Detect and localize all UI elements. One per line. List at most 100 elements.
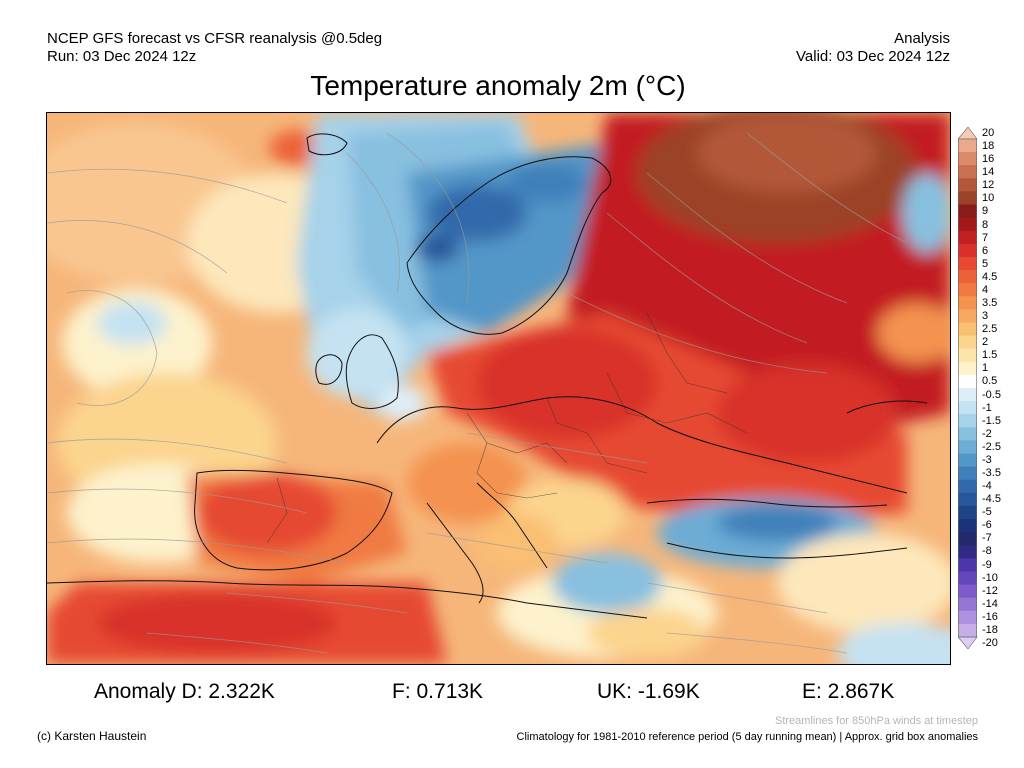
- colorbar-tick-label: -16: [982, 610, 998, 623]
- colorbar-tick-label: -12: [982, 584, 998, 597]
- colorbar-swatch: [958, 479, 977, 494]
- climatology-note: Climatology for 1981-2010 reference peri…: [516, 731, 978, 743]
- colorbar-tick-label: -14: [982, 597, 998, 610]
- valid-time: Valid: 03 Dec 2024 12z: [796, 48, 950, 65]
- colorbar-tick-label: 3: [982, 310, 989, 323]
- colorbar-swatch: [958, 466, 977, 481]
- colorbar-tick-label: 4: [982, 283, 989, 296]
- map-title: Temperature anomaly 2m (°C): [310, 70, 686, 101]
- colorbar-tick-label: 18: [982, 140, 995, 153]
- anomaly-shading: [47, 113, 950, 664]
- colorbar-bottom-tip: [958, 636, 978, 649]
- colorbar-swatch: [958, 243, 977, 258]
- colorbar-tick-label: -3.5: [982, 467, 1001, 479]
- colorbar-tick-label: 8: [982, 218, 989, 231]
- colorbar-swatch: [958, 427, 977, 441]
- colorbar-tick-label: 12: [982, 179, 995, 192]
- colorbar-tick-label: -0.5: [982, 388, 1001, 401]
- colorbar-tick-label: 9: [982, 205, 989, 218]
- colorbar-tick-label: -7: [982, 532, 992, 545]
- colorbar-border: [958, 138, 977, 638]
- coastlines: [47, 133, 928, 619]
- colorbar-tick-label: 6: [982, 244, 989, 257]
- colorbar-tick-label: -10: [982, 571, 998, 584]
- colorbar-swatch: [958, 309, 977, 323]
- colorbar-tick-label: -2: [982, 427, 992, 440]
- run-time: Run: 03 Dec 2024 12z: [47, 48, 197, 65]
- colorbar-swatch: [958, 453, 977, 468]
- colorbar-tick-label: -1: [982, 401, 992, 414]
- colorbar-tick-label: 20: [982, 127, 995, 139]
- colorbar-tick-label: 3.5: [982, 297, 998, 309]
- colorbar-swatch: [958, 519, 977, 533]
- anomaly-spain: E: 2.867K: [802, 680, 895, 703]
- colorbar-tick-label: -4: [982, 480, 992, 493]
- colorbar-swatch: [958, 165, 977, 179]
- wind-streamlines: [47, 132, 908, 654]
- colorbar-swatch: [958, 322, 977, 336]
- colorbar-tick-label: 0.5: [982, 375, 998, 388]
- colorbar-swatch: [958, 204, 977, 219]
- colorbar-swatch: [958, 623, 977, 638]
- colorbar-swatch: [958, 361, 977, 376]
- colorbar-swatch: [958, 256, 977, 271]
- colorbar-tick-label: 1: [982, 362, 989, 375]
- colorbar-tick-label: 5: [982, 257, 989, 270]
- colorbar-swatch: [958, 217, 977, 232]
- colorbar-tick-label: -4.5: [982, 493, 1001, 506]
- validity-info: Analysis Valid: 03 Dec 2024 12z: [796, 30, 950, 66]
- colorbar-swatch: [958, 597, 977, 612]
- copyright: (c) Karsten Haustein: [37, 729, 147, 743]
- model-run-info: NCEP GFS forecast vs CFSR reanalysis @0.…: [47, 30, 382, 66]
- colorbar-tick-label: -3: [982, 453, 992, 466]
- colorbar-tick-label: 2.5: [982, 323, 998, 336]
- colorbar-tick-label: -8: [982, 545, 992, 558]
- colorbar-swatch: [958, 139, 977, 153]
- colorbar-swatch: [958, 152, 977, 166]
- colorbar-swatch: [958, 558, 977, 572]
- colorbar-top-tip: [958, 127, 978, 140]
- colorbar-swatch: [958, 178, 977, 192]
- colorbar-swatch: [958, 492, 977, 507]
- colorbar-tick-label: 16: [982, 153, 995, 166]
- colorbar-swatch: [958, 571, 977, 585]
- colorbar-swatch: [958, 545, 977, 559]
- colorbar-swatch: [958, 270, 977, 284]
- colorbar-swatch: [958, 335, 977, 350]
- anomaly-germany: Anomaly D: 2.322K: [94, 680, 275, 703]
- colorbar-tick-label: -20: [982, 637, 998, 649]
- colorbar-swatch: [958, 414, 977, 428]
- streamlines-note: Streamlines for 850hPa winds at timestep: [775, 715, 978, 727]
- anomaly-map: [46, 112, 951, 665]
- colorbar-swatch: [958, 532, 977, 546]
- colorbar-swatch: [958, 440, 977, 454]
- anomaly-map-graphic: [47, 113, 950, 664]
- colorbar-swatch: [958, 230, 977, 245]
- colorbar-swatch: [958, 388, 977, 402]
- colorbar-tick-label: -5: [982, 506, 992, 519]
- colorbar-swatch: [958, 191, 977, 205]
- anomaly-uk: UK: -1.69K: [597, 680, 700, 703]
- colorbar-tick-label: 14: [982, 166, 995, 179]
- anomaly-france: F: 0.713K: [392, 680, 484, 703]
- colorbar-tick-label: -18: [982, 623, 998, 636]
- colorbar-tick-label: -9: [982, 558, 992, 571]
- colorbar-swatch: [958, 374, 977, 389]
- colorbar-tick-label: 10: [982, 192, 995, 205]
- colorbar-swatch: [958, 610, 977, 625]
- colorbar-tick-label: -2.5: [982, 440, 1001, 453]
- colorbar-swatch: [958, 283, 977, 297]
- colorbar-swatch: [958, 348, 977, 363]
- model-description: NCEP GFS forecast vs CFSR reanalysis @0.…: [47, 30, 383, 47]
- colorbar-swatch: [958, 505, 977, 520]
- colorbar-swatch: [958, 296, 977, 310]
- colorbar-swatch: [958, 584, 977, 599]
- analysis-label: Analysis: [894, 30, 950, 47]
- colorbar-swatch: [958, 401, 977, 415]
- colorbar: [958, 127, 978, 649]
- colorbar-tick-label: 4.5: [982, 270, 998, 283]
- colorbar-tick-label: 7: [982, 231, 989, 244]
- colorbar-tick-label: 2: [982, 336, 989, 349]
- colorbar-tick-label: -6: [982, 519, 992, 532]
- colorbar-tick-label: -1.5: [982, 414, 1001, 427]
